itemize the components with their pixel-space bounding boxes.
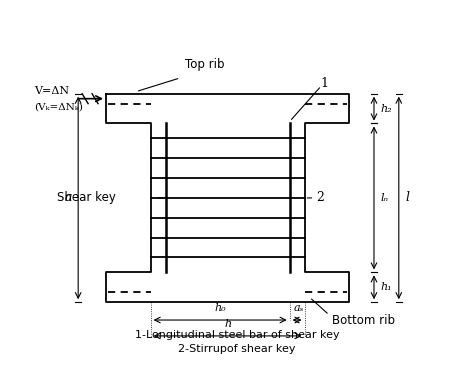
Text: h: h — [224, 319, 231, 329]
Text: h₂: h₂ — [381, 104, 392, 114]
Text: 1-Longitudinal steel bar of shear key: 1-Longitudinal steel bar of shear key — [135, 330, 339, 340]
Text: V=ΔN: V=ΔN — [35, 86, 70, 96]
Text: (Vₖ=ΔNₖ): (Vₖ=ΔNₖ) — [35, 102, 83, 111]
Text: h₀: h₀ — [214, 303, 226, 313]
Text: h₁: h₁ — [381, 282, 392, 292]
Text: aₛ: aₛ — [294, 303, 304, 313]
Text: a: a — [64, 191, 72, 204]
Text: Top rib: Top rib — [185, 58, 225, 71]
Text: 2-Stirrupof shear key: 2-Stirrupof shear key — [178, 344, 296, 354]
Text: Shear key: Shear key — [57, 191, 116, 204]
Text: lₙ: lₙ — [381, 193, 389, 203]
Text: 1: 1 — [320, 77, 328, 90]
Text: 2: 2 — [317, 191, 324, 204]
Text: Bottom rib: Bottom rib — [332, 313, 395, 327]
Text: l: l — [406, 191, 410, 204]
